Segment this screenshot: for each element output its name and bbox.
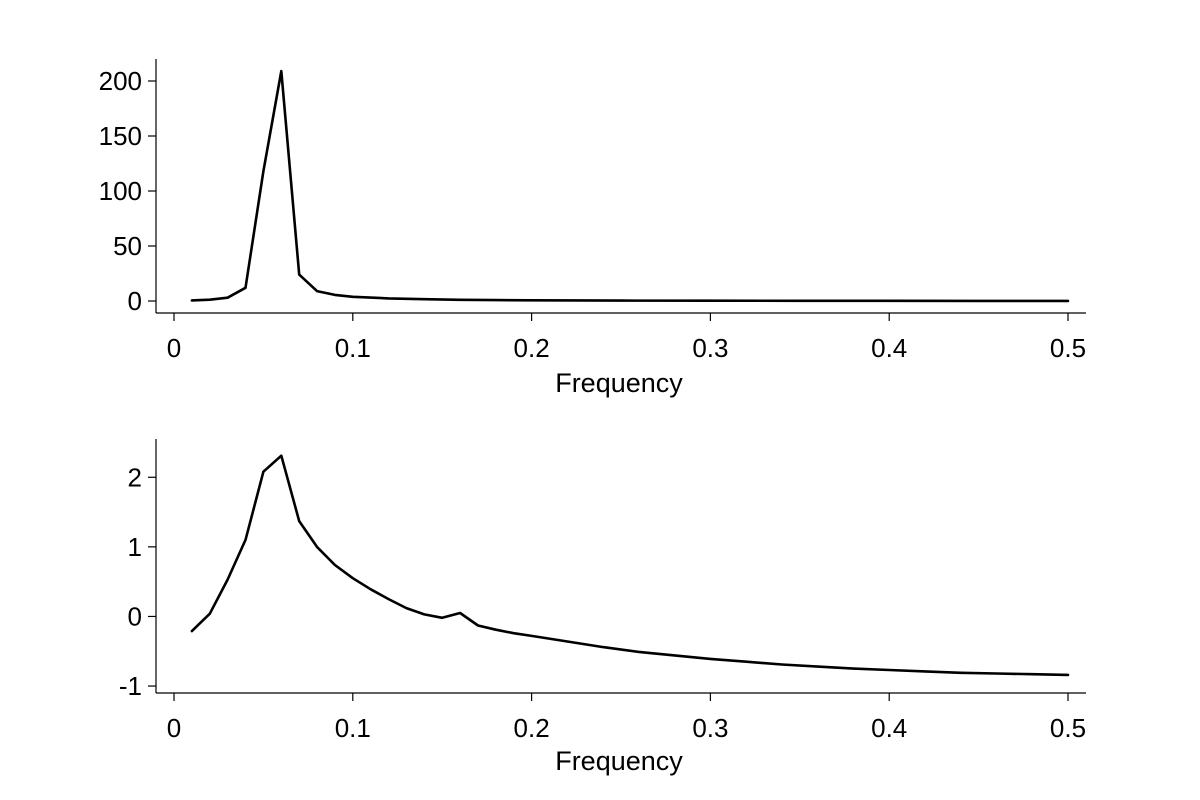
x-axis-title: Frequency <box>555 368 683 398</box>
x-tick-label: 0 <box>167 333 181 363</box>
series-line <box>190 454 1070 677</box>
top-chart: 0 50 100 150 200 0 0.1 0.2 0.3 0.4 0.5 Frequency <box>99 59 1086 398</box>
series-line <box>190 69 1070 303</box>
x-tick-label: 0.3 <box>692 333 728 363</box>
x-tick-label: 0.1 <box>335 333 371 363</box>
x-tick-label: 0.1 <box>335 713 371 743</box>
x-tick-label: 0.2 <box>514 713 550 743</box>
x-tick-label: 0.3 <box>692 713 728 743</box>
y-tick-label: 200 <box>99 66 142 96</box>
y-tick-label: -1 <box>119 671 142 701</box>
y-tick-label: 0 <box>128 286 142 316</box>
y-tick-label: 150 <box>99 121 142 151</box>
bottom-chart: -1 0 1 2 0 0.1 0.2 0.3 0.4 0.5 Frequency <box>119 439 1086 776</box>
y-tick-label: 0 <box>128 601 142 631</box>
y-tick-label: 100 <box>99 176 142 206</box>
y-tick-label: 2 <box>128 462 142 492</box>
y-tick-label: 50 <box>113 231 142 261</box>
x-axis-title: Frequency <box>555 746 683 776</box>
x-tick-label: 0.4 <box>871 713 907 743</box>
x-tick-label: 0 <box>167 713 181 743</box>
y-tick-label: 1 <box>128 532 142 562</box>
x-tick-label: 0.4 <box>871 333 907 363</box>
x-tick-label: 0.5 <box>1050 333 1086 363</box>
x-tick-label: 0.2 <box>514 333 550 363</box>
x-tick-label: 0.5 <box>1050 713 1086 743</box>
